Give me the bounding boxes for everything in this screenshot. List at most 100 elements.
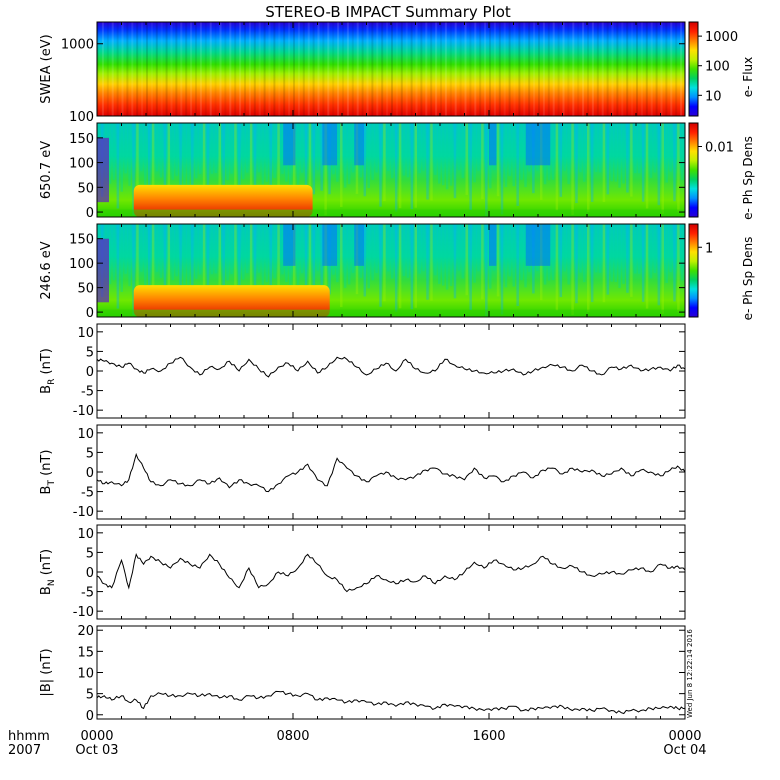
y-tick-label: 10 [77,326,94,341]
pad-streak [379,123,382,207]
swea-striation [636,22,638,116]
colorbar-label: e- Ph Sp Dens [741,237,755,321]
timestamp-stamp: Wed Jun 8 12:22:14 2016 [686,629,694,718]
pad-streak [434,224,437,276]
y-tick-label: 10 [77,667,94,682]
pad-streak [567,224,570,285]
pad-streak [312,224,316,295]
pad-streak [183,224,186,286]
swea-striation [587,22,589,116]
pad-streak [555,224,559,311]
y-tick-label: 5 [86,345,94,360]
swea-striation [381,22,384,116]
swea-striation [278,22,281,116]
pad-streak [571,123,574,215]
y-tick-label: 15 [77,645,94,660]
y-tick-label: 100 [69,157,94,172]
pad-streak [281,123,284,174]
swea-spectrogram [97,22,685,116]
swea-striation [430,22,433,116]
swea-striation [415,22,418,116]
y-tick-label: 10 [77,527,94,542]
pad-streak [249,224,253,297]
pad-streak [253,123,257,206]
colorbar-tick-label: 10 [705,89,722,104]
swea-striation [190,22,193,116]
pad-streak [343,123,347,188]
pad-streak [383,123,386,202]
swea-striation [239,22,242,116]
pad-streak [579,224,582,273]
pad-streak [634,224,637,274]
pad-streak [300,123,304,173]
pad-streak [371,123,374,180]
pad-streak [179,224,182,294]
pad-streak [320,123,323,191]
swea-striation [631,22,634,116]
pad-streak [336,123,339,182]
pad-streak [567,123,570,185]
pad-streak [175,224,178,277]
pad-streak [461,224,465,279]
pad-streak [575,224,578,304]
pad-streak [387,224,390,272]
series-line-6 [96,690,686,715]
swea-striation [224,22,227,116]
pad-streak [242,224,245,280]
pad-streak [398,123,402,209]
pad-streak [618,123,621,188]
y-tick-label: 0 [86,709,94,724]
pad-streak [167,123,171,195]
pad-streak [308,123,312,217]
pad-streak [367,123,370,189]
pad-streak [167,224,171,296]
swea-striation [484,22,487,116]
pad-streak [202,123,206,202]
pad-streak [622,224,625,284]
swea-striation [297,22,300,116]
pad-streak [430,224,433,301]
pad-streak [394,123,398,212]
pad-streak [391,123,394,179]
pad-streak [610,224,614,282]
pad-streak [320,224,323,292]
time-tick-label: 0800 [276,729,309,744]
pad-streak [347,224,351,285]
pad-streak [481,123,484,200]
swea-striation [268,22,271,116]
pad-streak [269,123,272,194]
plot-title: STEREO-B IMPACT Summary Plot [265,3,511,21]
swea-striation [150,22,153,116]
pad-streak [218,224,222,307]
swea-striation [307,22,310,116]
swea-striation [395,22,398,116]
swea-striation [567,22,570,116]
time-tick-label: 1600 [472,729,505,744]
pad-streak [649,224,653,279]
pad-streak [391,224,394,279]
swea-striation [469,22,472,116]
pad-streak [555,123,559,211]
pad-streak [449,123,453,186]
pad-streak [414,224,418,308]
pad-streak [410,123,414,210]
pad-streak [293,224,296,311]
pad-streak [128,123,131,186]
pad-streak [504,123,508,188]
swea-striation [425,22,428,116]
pad-streak [465,224,468,296]
pad-streak [614,224,617,283]
panel-frame-5 [96,524,686,620]
swea-striation [248,22,251,116]
pad-bottom-band [97,309,685,317]
pad-streak [434,123,437,175]
swea-striation [444,22,447,116]
swea-striation [155,22,158,116]
pad-streak [661,224,664,315]
pad-streak [112,224,116,281]
swea-striation [680,22,683,116]
pad-streak [108,224,112,285]
pad-streak [618,224,621,289]
swea-striation [503,22,506,116]
pad-streak [602,224,606,303]
